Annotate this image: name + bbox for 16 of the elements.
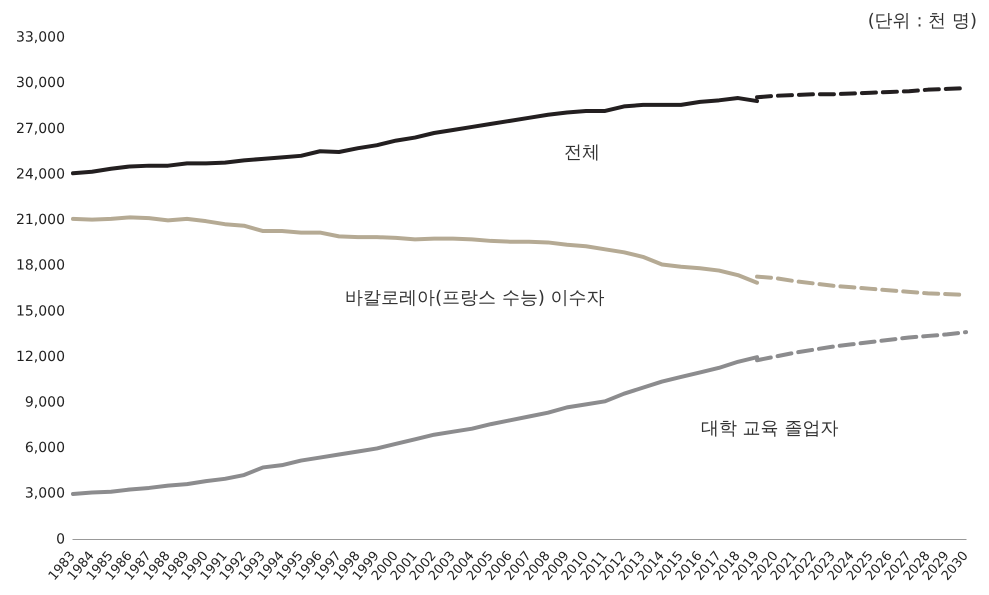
y-tick-label: 0 <box>56 531 65 548</box>
series-label: 전체 <box>564 142 600 164</box>
y-tick-label: 21,000 <box>16 212 65 228</box>
y-tick-label: 27,000 <box>16 120 65 137</box>
y-tick-label: 30,000 <box>16 75 65 92</box>
text: 대학 교육 졸업자 <box>700 418 838 439</box>
text: (단위 : 천 명) <box>868 10 977 32</box>
y-tick-label: 6,000 <box>24 440 65 456</box>
y-tick-label: 33,000 <box>16 30 65 46</box>
text: 바칼로레아(프랑스 수능) 이수자 <box>345 288 605 309</box>
y-tick-label: 3,000 <box>24 486 65 502</box>
y-tick-label: 12,000 <box>16 348 65 365</box>
y-tick-label: 18,000 <box>16 258 65 274</box>
y-tick-label: 15,000 <box>16 303 65 320</box>
y-tick-label: 24,000 <box>16 166 65 182</box>
y-tick-label: 9,000 <box>24 394 65 410</box>
